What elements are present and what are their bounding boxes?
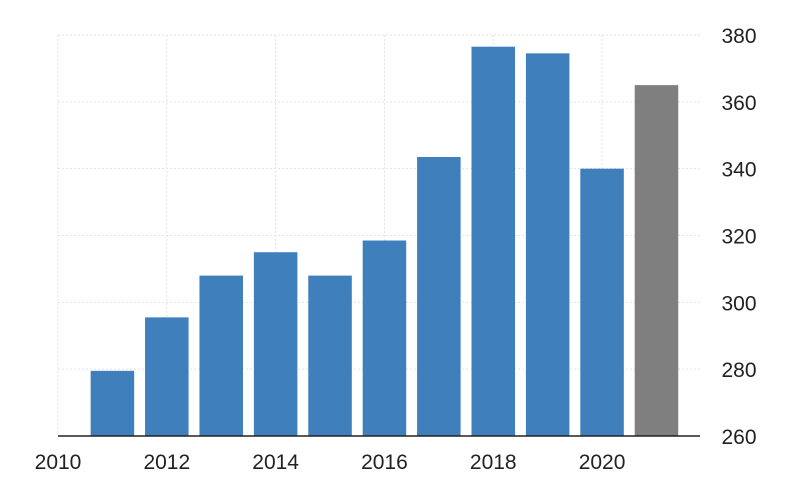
bar-2015 [308, 275, 352, 436]
y-axis-ticks: 260 280 300 320 340 360 380 [721, 25, 756, 449]
bar-2021 [634, 85, 679, 436]
bar-2017 [417, 156, 461, 437]
bar-2011 [90, 370, 135, 436]
x-tick-label-2016: 2016 [361, 451, 408, 474]
x-axis-ticks: 2010 2012 2014 2016 2018 2020 [35, 451, 626, 474]
bars [90, 46, 679, 437]
x-tick-label-2012: 2012 [143, 451, 190, 474]
y-tick-label-360: 360 [721, 92, 756, 115]
y-tick-label-340: 340 [721, 159, 756, 182]
bar-2016 [362, 240, 407, 436]
x-tick-label-2018: 2018 [470, 451, 517, 474]
y-tick-label-260: 260 [721, 426, 756, 449]
y-tick-label-320: 320 [721, 226, 756, 249]
y-tick-label-380: 380 [721, 25, 756, 48]
bar-2014 [253, 252, 298, 436]
x-tick-label-2010: 2010 [35, 451, 82, 474]
x-tick-label-2014: 2014 [252, 451, 299, 474]
bar-2018 [471, 46, 516, 437]
bar-2019 [525, 53, 570, 437]
x-tick-label-2020: 2020 [579, 451, 626, 474]
y-tick-label-300: 300 [721, 292, 756, 315]
bar-2020 [580, 168, 624, 436]
bar-2013 [199, 275, 243, 436]
bar-2012 [145, 317, 189, 436]
y-tick-label-280: 280 [721, 359, 756, 382]
